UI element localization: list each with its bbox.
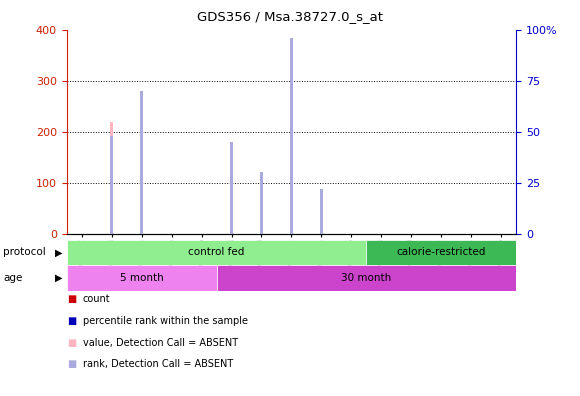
Bar (140, 91, 143, 234)
Text: GDS356 / Msa.38727.0_s_at: GDS356 / Msa.38727.0_s_at (197, 10, 383, 23)
Text: ▶: ▶ (55, 273, 63, 283)
Text: ■: ■ (67, 337, 76, 348)
Bar (260, 173, 263, 234)
Bar (320, 189, 323, 234)
Text: 30 month: 30 month (341, 273, 392, 283)
Text: calorie-restricted: calorie-restricted (397, 248, 486, 257)
Bar (67, 265, 216, 291)
Bar (110, 136, 113, 234)
Bar (110, 122, 114, 234)
Bar (67, 240, 367, 265)
Text: ▶: ▶ (55, 248, 63, 257)
Text: age: age (3, 273, 22, 283)
Text: 5 month: 5 month (119, 273, 164, 283)
Text: ■: ■ (67, 294, 76, 304)
Bar (140, 101, 143, 234)
Bar (230, 142, 233, 234)
Bar (216, 265, 516, 291)
Text: percentile rank within the sample: percentile rank within the sample (83, 316, 248, 326)
Text: control fed: control fed (188, 248, 245, 257)
Text: count: count (83, 294, 111, 304)
Bar (289, 42, 293, 234)
Bar (230, 142, 233, 234)
Bar (260, 176, 263, 234)
Bar (290, 38, 293, 234)
Text: protocol: protocol (3, 248, 46, 257)
Text: value, Detection Call = ABSENT: value, Detection Call = ABSENT (83, 337, 238, 348)
Bar (320, 194, 323, 234)
Text: ■: ■ (67, 359, 76, 369)
Text: ■: ■ (67, 316, 76, 326)
Text: rank, Detection Call = ABSENT: rank, Detection Call = ABSENT (83, 359, 233, 369)
Bar (367, 240, 516, 265)
